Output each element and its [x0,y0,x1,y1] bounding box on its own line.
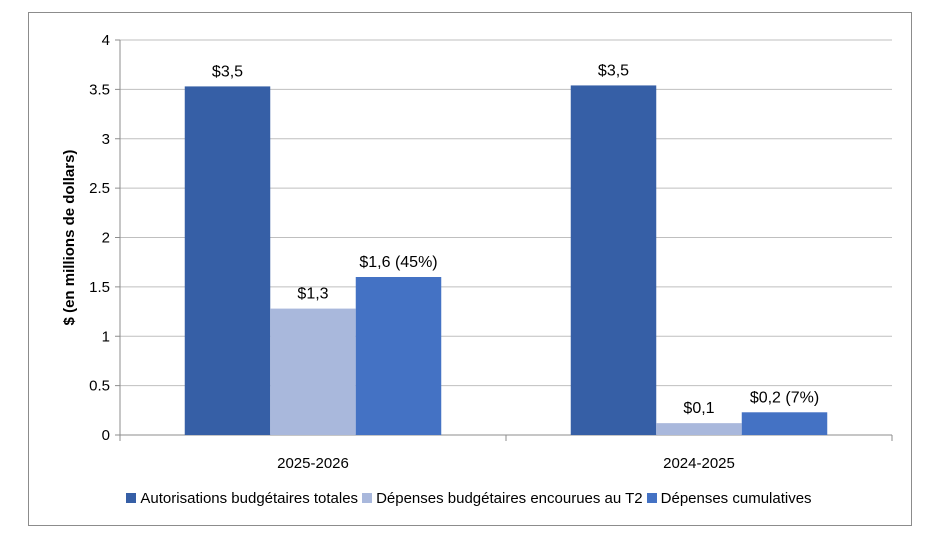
bar [270,308,356,435]
legend-swatch [362,493,373,503]
data-label: $3,5 [212,63,243,80]
bar [656,423,742,435]
y-tick-label: 4 [102,32,110,49]
y-axis-title: $ (en millions de dollars) [61,150,78,326]
bar [184,86,271,435]
legend-swatch [126,493,137,503]
y-tick-label: 2 [102,230,110,247]
chart-frame [28,12,912,526]
bar [355,277,442,435]
legend: Autorisations budgétaires totales Dépense… [0,490,938,507]
y-tick-label: 1.5 [89,279,110,296]
bar [570,85,657,436]
y-tick-label: 0 [102,427,110,444]
data-label: $0,2 (7%) [750,389,819,406]
y-tick-label: 2.5 [89,180,110,197]
data-label: $0,1 [683,400,714,417]
y-tick-label: 3.5 [89,81,110,98]
legend-item: Dépenses cumulatives [646,490,812,507]
bar [741,412,828,435]
legend-swatch [646,493,657,503]
y-tick-label: 1 [102,328,110,345]
legend-label: Dépenses budgétaires encourues au T2 [376,490,643,507]
x-tick-label: 2025-2026 [277,455,349,472]
y-tick-label: 0.5 [89,378,110,395]
legend-item: Autorisations budgétaires totales [126,490,358,507]
legend-label: Dépenses cumulatives [660,490,812,507]
data-label: $3,5 [598,62,629,79]
data-label: $1,3 [297,286,328,303]
x-tick-label: 2024-2025 [663,455,735,472]
legend-item: Dépenses budgétaires encourues au T2 [362,490,643,507]
legend-label: Autorisations budgétaires totales [140,490,359,507]
data-label: $1,6 (45%) [359,254,437,271]
y-tick-label: 3 [102,131,110,148]
